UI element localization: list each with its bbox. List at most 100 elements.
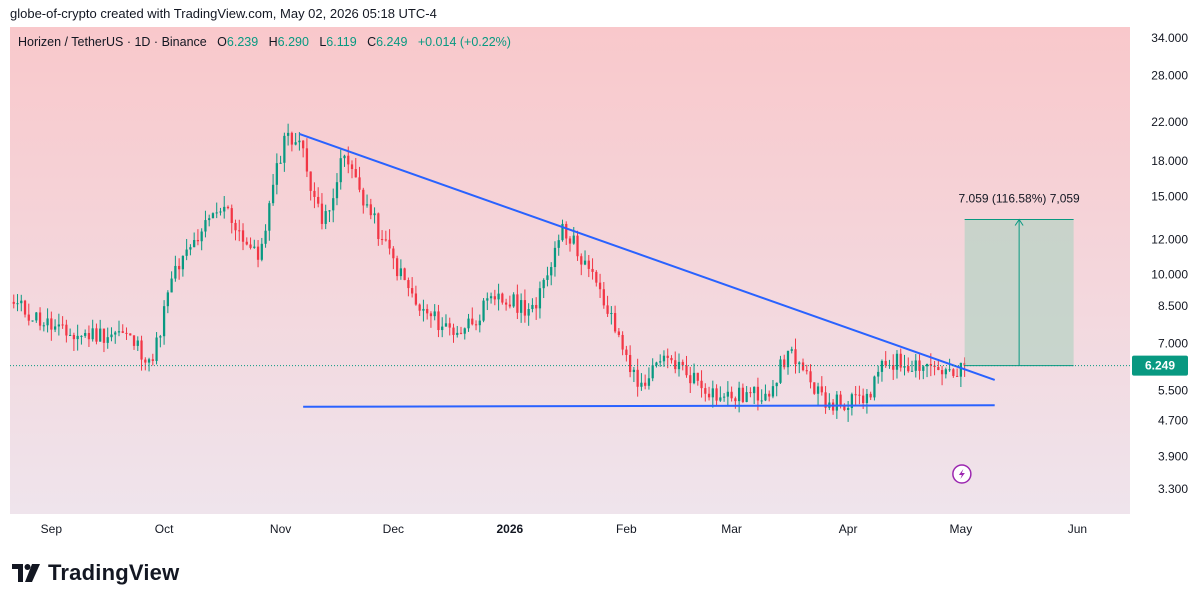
- candle-body: [790, 349, 793, 351]
- candle-body: [786, 350, 790, 368]
- candle-body: [568, 238, 572, 244]
- candle-body: [535, 304, 538, 309]
- candle-body: [234, 222, 237, 231]
- candle-body: [816, 386, 820, 394]
- trendline-descending-resistance[interactable]: [299, 133, 996, 381]
- candle-body: [335, 182, 339, 199]
- candle-body: [813, 382, 816, 394]
- candle-body: [689, 375, 692, 384]
- candle-body: [151, 359, 154, 361]
- y-tick-label: 22.000: [1151, 115, 1188, 129]
- candle-body: [328, 210, 331, 212]
- candle-body: [677, 361, 681, 370]
- candle-body: [959, 362, 962, 377]
- tradingview-logo[interactable]: TradingView: [12, 560, 179, 586]
- candle-body: [474, 324, 478, 326]
- candle-body: [662, 355, 666, 362]
- candle-body: [422, 308, 425, 311]
- candle-body: [482, 300, 485, 321]
- candle-body: [380, 239, 384, 241]
- candle-body: [305, 148, 309, 172]
- candle-body: [444, 323, 448, 327]
- candle-body: [95, 328, 98, 342]
- candle-body: [253, 246, 256, 248]
- candle-body: [211, 213, 215, 219]
- candle-body: [550, 267, 553, 276]
- candle-body: [471, 318, 474, 325]
- candle-body: [429, 313, 433, 317]
- candle-body: [388, 239, 391, 249]
- x-tick-label: Jun: [1068, 522, 1087, 536]
- candle-body: [414, 293, 418, 305]
- candle-body: [23, 300, 27, 315]
- candle-body: [185, 249, 188, 256]
- candle-body: [704, 388, 707, 394]
- x-tick-label: Nov: [270, 522, 291, 536]
- candle-body: [486, 298, 489, 301]
- candle-body: [174, 265, 177, 279]
- candle-body: [907, 366, 910, 372]
- y-tick-label: 28.000: [1151, 69, 1188, 83]
- candle-body: [61, 324, 64, 326]
- candle-body: [651, 365, 654, 379]
- candle-body: [87, 333, 91, 340]
- candle-body: [858, 394, 861, 396]
- candle-body: [399, 268, 402, 277]
- candle-body: [245, 241, 248, 245]
- tradingview-wordmark: TradingView: [48, 560, 180, 585]
- candle-body: [448, 323, 451, 328]
- candle-body: [117, 331, 121, 333]
- candle-body: [27, 314, 30, 321]
- trendline-horizontal-support[interactable]: [303, 404, 995, 408]
- candle-body: [114, 332, 117, 335]
- candle-body: [508, 304, 511, 307]
- candle-body: [178, 265, 181, 270]
- candle-body: [738, 387, 741, 402]
- y-tick-label: 5.500: [1158, 383, 1188, 397]
- candle-body: [459, 332, 463, 334]
- candle-body: [362, 189, 365, 206]
- candle-body: [249, 244, 252, 248]
- candle-body: [395, 258, 399, 277]
- candle-body: [132, 335, 136, 346]
- candle-body: [215, 212, 218, 214]
- candle-body: [632, 369, 636, 373]
- y-tick-label: 3.300: [1158, 482, 1188, 496]
- close-value: 6.249: [376, 35, 408, 49]
- candle-body: [343, 155, 346, 159]
- candle-body: [903, 366, 906, 368]
- candle-body: [952, 369, 955, 376]
- y-tick-label: 4.700: [1158, 414, 1188, 428]
- chart-pane[interactable]: 34.000 28.000 22.000 18.000 15.000 12.000 10.0…: [10, 27, 1190, 542]
- chart-attribution: globe-of-crypto created with TradingView…: [10, 6, 437, 21]
- plot-background: [10, 27, 1130, 514]
- candle-body: [317, 196, 320, 204]
- candle-body: [463, 328, 466, 334]
- y-tick-label: 12.000: [1151, 232, 1188, 246]
- high-value: 6.290: [277, 35, 309, 49]
- candle-body: [835, 394, 838, 411]
- candle-body: [715, 388, 718, 401]
- candle-body: [925, 363, 929, 367]
- candle-body: [204, 220, 207, 232]
- candle-body: [877, 371, 880, 377]
- candle-body: [681, 361, 684, 366]
- candle-body: [602, 289, 605, 306]
- candle-body: [12, 301, 15, 304]
- candle-body: [309, 171, 312, 191]
- candle-body: [260, 243, 263, 260]
- candle-body: [685, 365, 688, 376]
- price-chart[interactable]: 34.000 28.000 22.000 18.000 15.000 12.000 10.0…: [10, 27, 1190, 542]
- candle-body: [162, 306, 166, 337]
- candle-body: [865, 393, 869, 404]
- candle-body: [350, 164, 354, 170]
- candle-body: [719, 397, 722, 401]
- candle-body: [617, 331, 620, 335]
- candle-body: [226, 206, 230, 209]
- last-price-tag: [1132, 355, 1188, 376]
- candle-body: [392, 248, 395, 259]
- candle-body: [332, 198, 335, 211]
- candle-body: [756, 386, 760, 401]
- candle-body: [730, 391, 733, 399]
- candle-body: [647, 378, 651, 386]
